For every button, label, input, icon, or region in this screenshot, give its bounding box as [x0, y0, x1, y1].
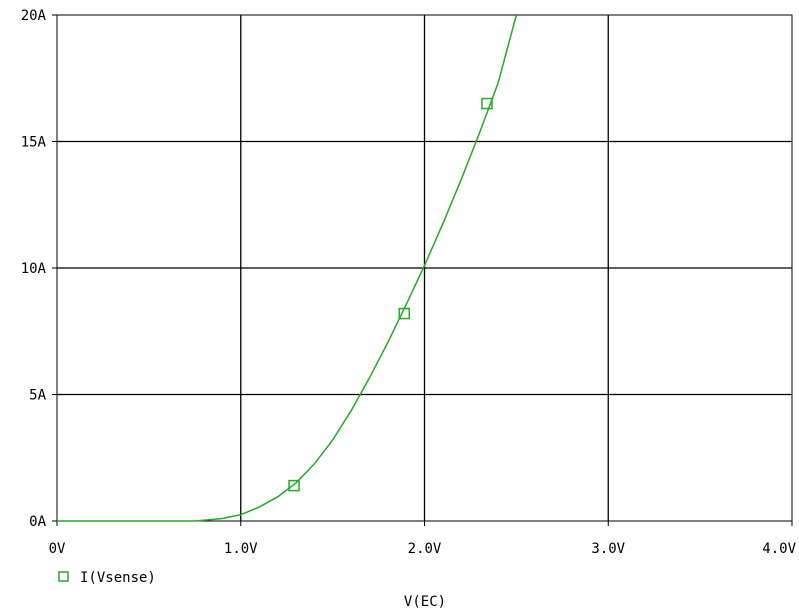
x-axis-label: V(EC) [404, 594, 446, 610]
data-point-marker-2 [481, 97, 493, 110]
legend: I(Vsense) [58, 570, 156, 586]
y-tick-label-4: 20A [21, 8, 47, 24]
data-point-marker-1 [398, 307, 411, 320]
series-line-i-vsense [57, 14, 518, 522]
x-tick-label-4: 4.0V [762, 541, 796, 557]
data-point-marker-0 [288, 479, 300, 492]
x-axis-ticks: 0V 1.0V 2.0V 3.0V 4.0V [49, 521, 797, 557]
grid-lines [57, 15, 792, 521]
y-tick-label-0: 0A [29, 514, 46, 530]
y-tick-label-1: 5A [29, 388, 46, 404]
x-tick-label-3: 3.0V [591, 541, 625, 557]
y-axis-ticks: 0A 5A 10A 15A 20A [21, 8, 57, 530]
x-tick-label-1: 1.0V [224, 541, 258, 557]
legend-marker-square-icon [58, 571, 69, 582]
x-tick-label-0: 0V [49, 541, 66, 557]
series-markers [288, 97, 493, 492]
y-tick-label-2: 10A [21, 261, 47, 277]
x-tick-label-2: 2.0V [408, 541, 442, 557]
legend-label: I(Vsense) [80, 570, 156, 586]
y-tick-label-3: 15A [21, 135, 47, 151]
